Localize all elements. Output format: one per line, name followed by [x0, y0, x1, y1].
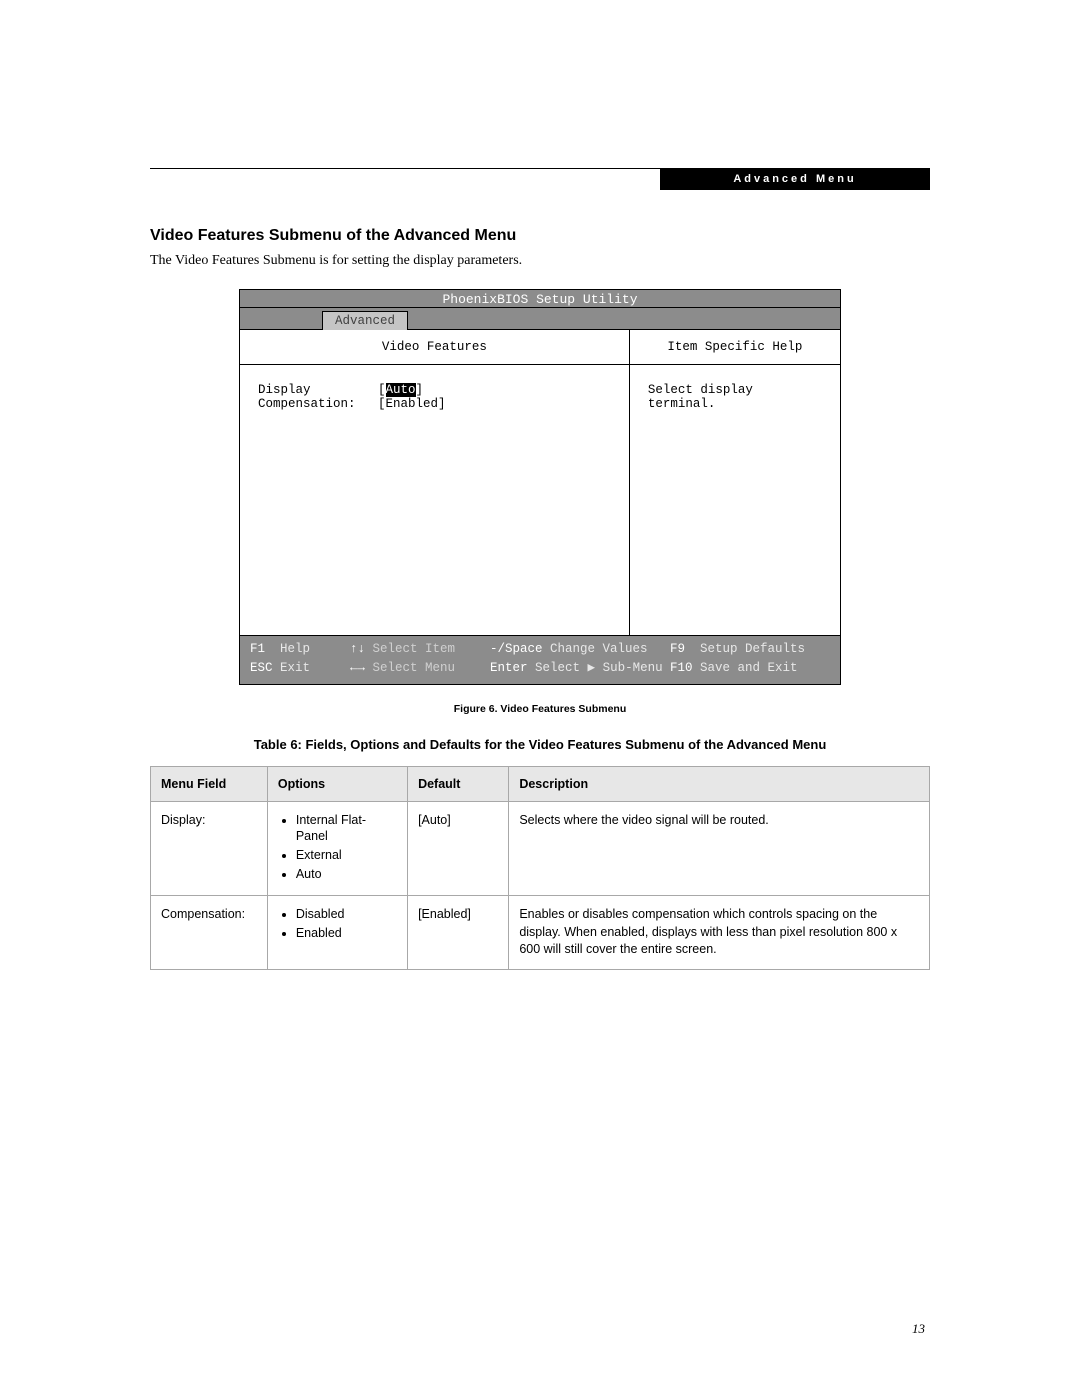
- table-caption: Table 6: Fields, Options and Defaults fo…: [150, 737, 930, 752]
- bios-key: F1: [250, 642, 265, 656]
- table-header-cell: Description: [509, 766, 930, 801]
- bios-help-content: Select display terminal.: [630, 365, 840, 635]
- table-row: Compensation: Disabled Enabled [Enabled]Ena…: [151, 896, 930, 970]
- bios-key: ↑↓: [350, 642, 365, 656]
- option-item: Auto: [296, 866, 397, 883]
- bios-key-label: Help: [280, 642, 310, 656]
- document-page: Advanced Menu Video Features Submenu of …: [0, 0, 1080, 1397]
- option-item: Enabled: [296, 925, 397, 942]
- bios-key-label: Change Values: [550, 642, 648, 656]
- table-cell-options: Internal Flat-PanelExternal Auto: [267, 801, 407, 896]
- bios-setting-label: Compensation:: [258, 397, 378, 411]
- table-header-cell: Options: [267, 766, 407, 801]
- table-cell-description: Enables or disables compensation which c…: [509, 896, 930, 970]
- option-item: External: [296, 847, 397, 864]
- bios-setting-value: [Auto]: [378, 383, 423, 397]
- table-cell-description: Selects where the video signal will be r…: [509, 801, 930, 896]
- bios-key-label: Exit: [280, 661, 310, 675]
- bios-key-label: Select ▶ Sub-Menu: [535, 661, 663, 675]
- bios-key: F9: [670, 642, 685, 656]
- bios-tab-advanced: Advanced: [322, 311, 408, 330]
- bios-key-label: Setup Defaults: [700, 642, 805, 656]
- table-header-cell: Menu Field: [151, 766, 268, 801]
- bios-setting-row: Compensation: [Enabled]: [258, 397, 611, 411]
- option-item: Disabled: [296, 906, 397, 923]
- bios-help-pane: Item Specific Help Select display termin…: [630, 330, 840, 635]
- table-header-cell: Default: [408, 766, 509, 801]
- bios-footer: F1 Help ↑↓ Select Item -/Space Change Va…: [240, 635, 840, 684]
- bios-key-label: Select Item: [373, 642, 456, 656]
- section-intro: The Video Features Submenu is for settin…: [150, 253, 930, 269]
- section-breadcrumb: Advanced Menu: [660, 168, 930, 190]
- bios-key: ←→: [350, 661, 365, 675]
- bios-body: Video Features Display [Auto] Compensati…: [240, 329, 840, 635]
- bios-key: F10: [670, 661, 693, 675]
- bios-key-label: Save and Exit: [700, 661, 798, 675]
- section-heading: Video Features Submenu of the Advanced M…: [150, 227, 930, 245]
- fields-table: Menu Field Options Default Description D…: [150, 766, 930, 970]
- option-item: Internal Flat-Panel: [296, 812, 397, 846]
- bios-key-label: Select Menu: [373, 661, 456, 675]
- bios-tab-bar: Advanced: [240, 308, 840, 329]
- bios-screenshot: PhoenixBIOS Setup Utility Advanced Video…: [239, 289, 841, 685]
- page-number: 13: [912, 1321, 925, 1337]
- table-body: Display: Internal Flat-PanelExternal Auto […: [151, 801, 930, 969]
- bios-setting-row: Display [Auto]: [258, 383, 611, 397]
- bios-right-heading: Item Specific Help: [630, 330, 840, 365]
- bios-footer-row: ESC Exit ←→ Select Menu Enter Select ▶ S…: [250, 659, 830, 678]
- table-cell-options: Disabled Enabled: [267, 896, 407, 970]
- bios-key: -/Space: [490, 642, 543, 656]
- bios-left-pane: Video Features Display [Auto] Compensati…: [240, 330, 630, 635]
- table-cell-default: [Enabled]: [408, 896, 509, 970]
- bios-help-text: Select display terminal.: [648, 383, 753, 411]
- table-cell-field: Compensation:: [151, 896, 268, 970]
- table-cell-default: [Auto]: [408, 801, 509, 896]
- bios-title: PhoenixBIOS Setup Utility: [240, 290, 840, 308]
- bios-setting-label: Display: [258, 383, 378, 397]
- table-header-row: Menu Field Options Default Description: [151, 766, 930, 801]
- bios-footer-row: F1 Help ↑↓ Select Item -/Space Change Va…: [250, 640, 830, 659]
- table-cell-field: Display:: [151, 801, 268, 896]
- bios-left-heading: Video Features: [240, 330, 629, 365]
- figure-caption: Figure 6. Video Features Submenu: [150, 703, 930, 715]
- table-row: Display: Internal Flat-PanelExternal Auto […: [151, 801, 930, 896]
- bios-key: ESC: [250, 661, 273, 675]
- bios-key: Enter: [490, 661, 528, 675]
- bios-setting-value-selected: Auto: [386, 383, 416, 397]
- bios-settings-content: Display [Auto] Compensation: [Enabled]: [240, 365, 629, 635]
- bios-setting-value: [Enabled]: [378, 397, 446, 411]
